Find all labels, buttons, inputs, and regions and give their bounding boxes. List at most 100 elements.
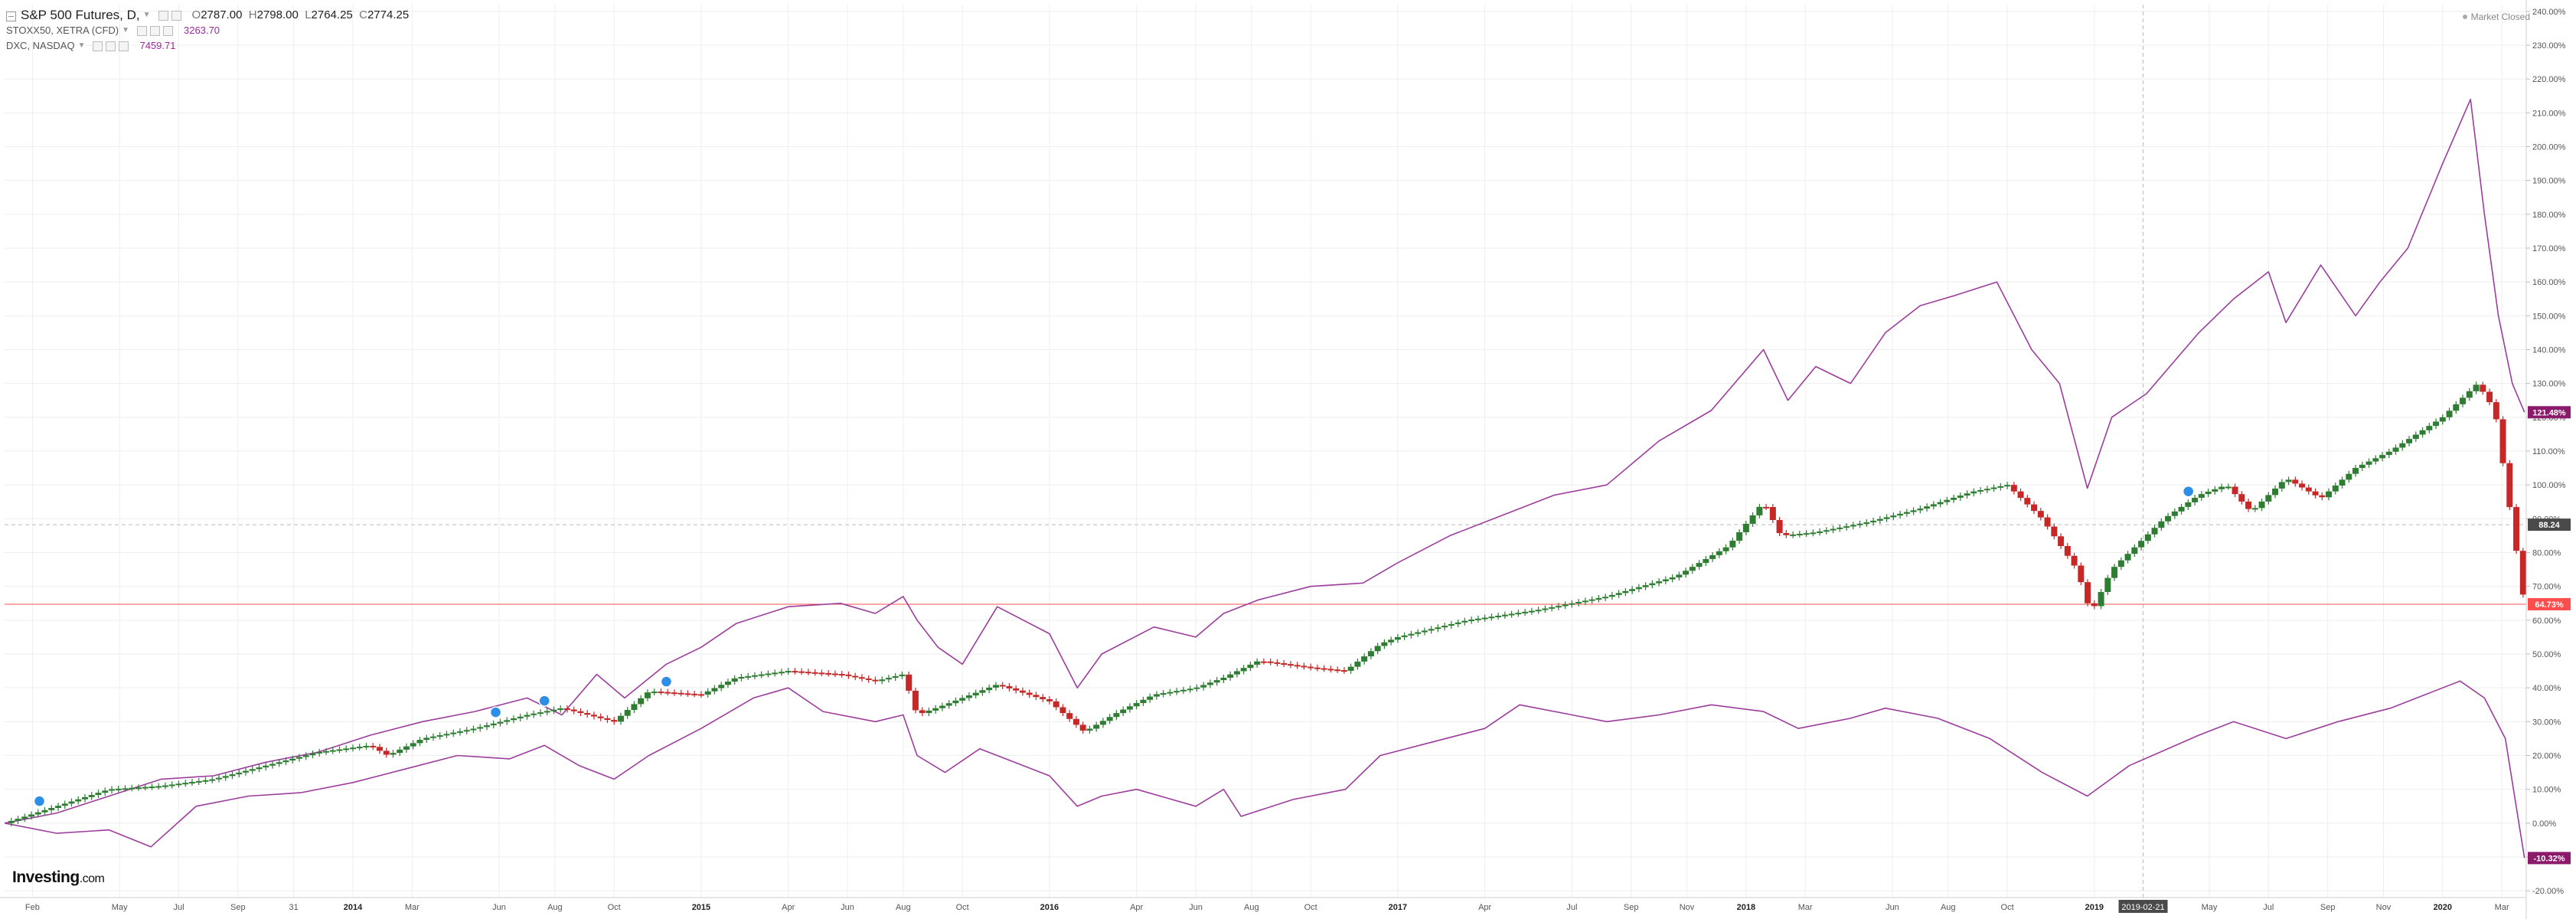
settings-icon[interactable] xyxy=(171,10,181,21)
candle-body xyxy=(2051,526,2058,537)
series-line-stoxx50-xetra-cfd- xyxy=(4,680,2525,858)
chevron-down-icon[interactable]: ▼ xyxy=(142,11,151,19)
candle-body xyxy=(1160,693,1167,695)
candle-body xyxy=(88,795,95,797)
chevron-down-icon[interactable]: ▼ xyxy=(122,26,130,34)
candle-body xyxy=(1120,709,1127,714)
x-tick-label: Jun xyxy=(492,903,506,912)
candle-body xyxy=(2258,501,2265,509)
eye-icon[interactable] xyxy=(158,10,168,21)
candle-body xyxy=(242,770,249,773)
x-tick-label: 2016 xyxy=(1040,903,1059,912)
candle-body xyxy=(624,710,631,716)
market-status-text: Market Closed xyxy=(2470,11,2530,22)
x-tick-label: Oct xyxy=(2001,903,2014,912)
candle-body xyxy=(885,678,892,680)
candle-body xyxy=(638,698,645,705)
candle-body xyxy=(1281,663,1288,666)
event-markers xyxy=(33,485,2195,807)
candle-body xyxy=(142,787,149,789)
candle-body xyxy=(2078,565,2085,583)
y-tick-label: 210.00% xyxy=(2532,109,2566,118)
legend-compare-row-2[interactable]: DXC, NASDAQ ▼ 7459.71 xyxy=(6,38,409,54)
candle-body xyxy=(370,745,377,747)
dividend-marker-icon[interactable] xyxy=(538,695,550,707)
candle-body xyxy=(1703,558,1709,564)
settings-icon[interactable] xyxy=(150,25,161,36)
candle-body xyxy=(818,672,825,675)
candle-body xyxy=(1716,551,1722,555)
candle-body xyxy=(1790,534,1797,536)
candle-body xyxy=(2519,551,2526,595)
chevron-down-icon[interactable]: ▼ xyxy=(77,41,86,50)
candle-body xyxy=(2439,417,2446,422)
candle-body xyxy=(677,692,684,695)
candle-body xyxy=(1066,713,1073,719)
close-icon[interactable] xyxy=(119,41,129,51)
eye-icon[interactable] xyxy=(93,41,103,51)
badge-dxc-label: 121.48% xyxy=(2532,408,2566,417)
candle-body xyxy=(1327,669,1334,671)
candle-body xyxy=(1522,611,1529,613)
candle-body xyxy=(2339,479,2346,486)
settings-icon[interactable] xyxy=(106,41,116,51)
dividend-marker-icon[interactable] xyxy=(660,675,673,688)
candle-body xyxy=(644,692,651,698)
candle-body xyxy=(965,695,972,698)
candle-body xyxy=(1970,491,1977,494)
collapse-icon[interactable] xyxy=(6,11,16,21)
x-axis[interactable]: Feb May Jul Sep 31 2014 Mar Jun Aug Oct 2015 Apr Jun… xyxy=(0,897,2526,913)
series-line-dxc-nasdaq xyxy=(4,98,2525,824)
y-axis[interactable]: -20.00%-10.00%0.00%10.00%20.00%30.00%40.… xyxy=(2525,0,2566,919)
candle-body xyxy=(215,777,222,780)
candle-body xyxy=(2446,410,2453,417)
candle-body xyxy=(1053,701,1059,708)
candle-body xyxy=(651,692,658,694)
candle-body xyxy=(410,743,416,747)
candle-body xyxy=(992,685,999,688)
candle-body xyxy=(1763,506,1770,509)
candle-body xyxy=(2292,479,2299,484)
candle-body xyxy=(892,675,899,679)
candle-body xyxy=(209,779,216,781)
y-tick-label: 160.00% xyxy=(2532,278,2566,287)
candle-body xyxy=(129,787,135,790)
candle-body xyxy=(450,732,457,734)
candle-body xyxy=(611,720,618,722)
eye-icon[interactable] xyxy=(137,25,148,36)
candle-body xyxy=(1079,724,1086,731)
candle-body xyxy=(1314,667,1321,669)
candle-body xyxy=(785,671,792,673)
y-tick-label: 10.00% xyxy=(2532,786,2561,795)
dividend-marker-icon[interactable] xyxy=(2182,485,2195,498)
candle-body xyxy=(1086,728,1093,731)
candle-body xyxy=(256,767,263,770)
candle-body xyxy=(135,787,142,790)
candle-body xyxy=(1528,610,1535,613)
close-value: 2774.25 xyxy=(367,8,410,21)
candle-body xyxy=(2392,447,2399,452)
investing-logo[interactable]: Investing.com xyxy=(12,868,105,887)
close-icon[interactable] xyxy=(163,25,174,36)
candle-body xyxy=(2319,495,2326,498)
candle-body xyxy=(2493,402,2499,420)
x-tick-label: Jul xyxy=(1566,903,1577,912)
status-dot-icon xyxy=(2462,15,2467,19)
candle-body xyxy=(236,772,243,775)
candle-body xyxy=(1093,724,1100,729)
candle-body xyxy=(1308,666,1314,669)
candle-body xyxy=(229,774,236,777)
logo-brand: Investing xyxy=(12,868,80,886)
candle-body xyxy=(356,747,363,749)
x-tick-label: Sep xyxy=(2320,903,2336,912)
candle-body xyxy=(1635,587,1642,590)
legend-main-row[interactable]: S&P 500 Futures, D, ▼ O2787.00 H2798.00 … xyxy=(6,8,409,23)
dividend-marker-icon[interactable] xyxy=(489,706,502,718)
candle-body xyxy=(899,674,906,676)
candle-body xyxy=(658,692,664,694)
candle-body xyxy=(1983,489,1990,491)
legend-compare-row-1[interactable]: STOXX50, XETRA (CFD) ▼ 3263.70 xyxy=(6,23,409,38)
dividend-marker-icon[interactable] xyxy=(33,795,46,807)
candle-body xyxy=(1508,613,1515,616)
